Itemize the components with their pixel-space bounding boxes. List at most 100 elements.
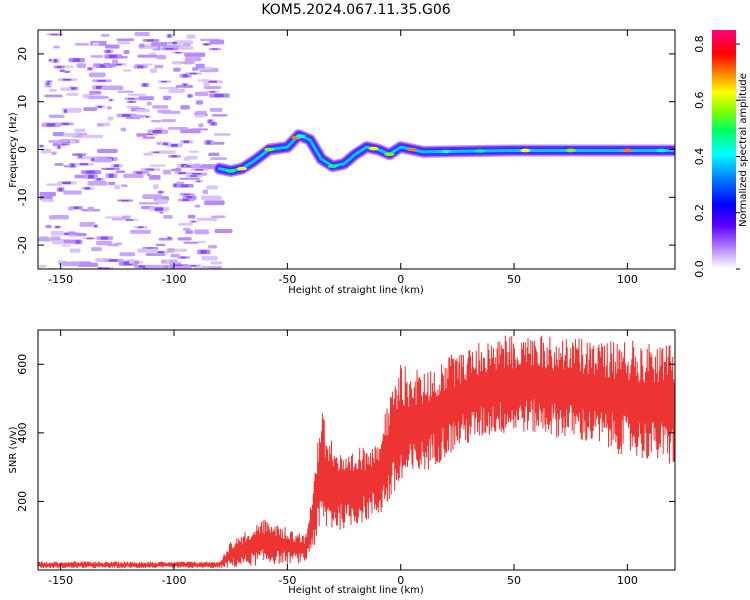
noise-blob bbox=[190, 128, 209, 131]
y-tick-label: -20 bbox=[16, 236, 29, 254]
colorbar-gradient bbox=[712, 30, 736, 269]
noise-blob-core bbox=[94, 224, 98, 228]
noise-blob bbox=[148, 52, 157, 55]
snr-trace bbox=[38, 335, 675, 569]
spectrogram-marks bbox=[38, 32, 675, 269]
noise-blob-core bbox=[86, 237, 94, 240]
spectrogram-x-ticks: -150 -100 -50 0 50 100 bbox=[48, 30, 638, 286]
noise-blob bbox=[168, 127, 189, 130]
noise-blob-core bbox=[174, 183, 177, 188]
noise-blob bbox=[210, 261, 223, 265]
spectrogram-y-ticks: -20 -10 0 10 20 bbox=[16, 47, 675, 254]
noise-blob bbox=[171, 61, 183, 65]
noise-blob bbox=[178, 223, 193, 226]
noise-blob bbox=[149, 68, 158, 73]
noise-blob bbox=[52, 240, 64, 245]
noise-blob bbox=[50, 230, 64, 236]
noise-blob bbox=[158, 87, 179, 90]
noise-blob-core bbox=[181, 184, 189, 188]
noise-blob-core bbox=[137, 226, 144, 229]
noise-blob bbox=[184, 57, 202, 62]
noise-blob-core bbox=[108, 259, 118, 262]
noise-blob-core bbox=[153, 151, 160, 154]
spectrogram-x-label: Height of straight line (km) bbox=[288, 285, 424, 296]
noise-blob-core bbox=[73, 206, 79, 209]
snr-y-ticks: 200 400 600 bbox=[16, 354, 675, 512]
snr-x-ticks: -150 -100 -50 0 50 100 bbox=[48, 330, 638, 587]
noise-blob bbox=[63, 190, 82, 195]
noise-blob-core bbox=[96, 178, 102, 181]
noise-blob bbox=[48, 114, 65, 118]
noise-blob-core bbox=[72, 58, 80, 62]
noise-blob bbox=[173, 265, 192, 269]
noise-blob-core bbox=[40, 145, 43, 148]
noise-blob-core bbox=[71, 87, 76, 90]
noise-blob bbox=[48, 140, 69, 143]
noise-blob bbox=[188, 150, 200, 153]
noise-blob bbox=[68, 234, 76, 238]
noise-blob bbox=[196, 217, 218, 221]
noise-blob bbox=[152, 184, 159, 190]
noise-blob-core bbox=[180, 256, 187, 259]
noise-blob bbox=[119, 252, 136, 257]
noise-blob bbox=[187, 214, 196, 219]
noise-blob-core bbox=[46, 82, 50, 86]
colorbar: 0.0 0.2 0.4 0.6 0.8 Normalized spectral ampl… bbox=[693, 30, 749, 278]
noise-blob-core bbox=[183, 140, 190, 144]
noise-blob bbox=[107, 116, 114, 121]
noise-blob-core bbox=[129, 101, 134, 103]
noise-blob-core bbox=[154, 207, 164, 211]
noise-blob-core bbox=[95, 85, 103, 90]
noise-blob bbox=[63, 132, 77, 137]
noise-blob-core bbox=[191, 221, 195, 223]
noise-blob bbox=[148, 175, 161, 180]
noise-blob bbox=[97, 148, 118, 154]
noise-blob bbox=[38, 264, 47, 268]
noise-blob bbox=[156, 55, 167, 60]
noise-blob bbox=[106, 106, 112, 110]
noise-blob-core bbox=[171, 155, 178, 158]
noise-blob-core bbox=[188, 94, 192, 98]
y-tick-label: 200 bbox=[16, 491, 29, 512]
noise-blob bbox=[176, 181, 185, 184]
noise-blob-core bbox=[152, 129, 162, 134]
noise-blob bbox=[168, 88, 186, 94]
noise-blob bbox=[134, 32, 150, 37]
noise-blob-core bbox=[121, 114, 131, 117]
x-tick-label: 50 bbox=[507, 273, 521, 286]
noise-blob bbox=[183, 241, 199, 244]
figure-title: KOM5.2024.067.11.35.G06 bbox=[261, 2, 450, 18]
y-tick-label: 600 bbox=[16, 354, 29, 375]
noise-blob-core bbox=[174, 52, 182, 54]
x-tick-label: 100 bbox=[617, 574, 638, 587]
noise-blob-core bbox=[75, 240, 80, 244]
colorbar-tick-label: 0.8 bbox=[693, 35, 706, 53]
noise-blob-core bbox=[75, 153, 83, 156]
noise-blob bbox=[211, 114, 228, 117]
noise-blob-core bbox=[46, 123, 56, 127]
noise-blob-core bbox=[125, 219, 134, 221]
noise-blob bbox=[76, 63, 87, 68]
noise-blob bbox=[199, 164, 207, 169]
noise-blob-core bbox=[91, 157, 95, 162]
noise-blob bbox=[91, 247, 102, 252]
noise-blob bbox=[186, 34, 196, 39]
noise-blob bbox=[149, 164, 166, 167]
colorbar-tick-label: 0.4 bbox=[693, 148, 706, 166]
noise-blob bbox=[138, 202, 159, 205]
noise-blob-core bbox=[84, 187, 91, 190]
x-tick-label: -50 bbox=[278, 574, 296, 587]
noise-blob bbox=[184, 52, 206, 57]
noise-blob bbox=[146, 101, 152, 106]
ridge-hotspot bbox=[520, 148, 531, 153]
noise-blob-core bbox=[88, 67, 92, 71]
noise-blob bbox=[75, 43, 90, 46]
noise-blob bbox=[103, 122, 111, 127]
noise-blob bbox=[157, 109, 171, 114]
noise-blob-core bbox=[58, 187, 63, 192]
noise-blob-core bbox=[136, 171, 143, 174]
noise-blob bbox=[179, 46, 194, 50]
noise-blob-core bbox=[211, 48, 218, 50]
snr-frame bbox=[37, 329, 676, 571]
noise-blob-core bbox=[209, 91, 216, 93]
